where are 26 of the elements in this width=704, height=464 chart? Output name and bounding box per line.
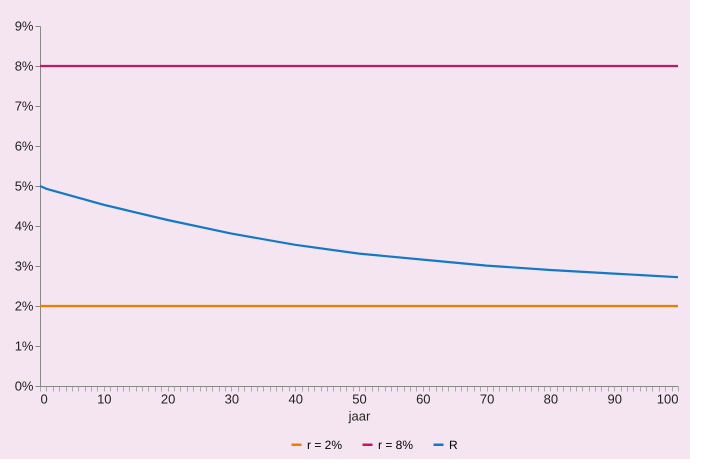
- x-tick-label: 50: [352, 392, 367, 406]
- x-tick-label: 90: [607, 392, 622, 406]
- y-tick-label: 1%: [14, 338, 34, 354]
- x-tick-label: 100: [656, 392, 678, 406]
- y-tick-label: 5%: [14, 178, 34, 194]
- y-tick-label: 7%: [14, 98, 34, 114]
- y-tick-label: 6%: [14, 138, 34, 154]
- x-tick-label: 30: [224, 392, 240, 406]
- x-tick-label: 0: [40, 392, 48, 406]
- legend-label: r = 8%: [378, 438, 414, 452]
- y-tick-label: 9%: [14, 18, 34, 34]
- y-tick-label: 2%: [14, 298, 34, 314]
- x-tick-label: 40: [288, 392, 303, 406]
- y-tick-label: 3%: [14, 258, 34, 274]
- x-tick-label: 70: [480, 392, 494, 406]
- x-axis-title: jaar: [348, 408, 372, 424]
- line-series: [38, 184, 680, 278]
- x-tick-label: 20: [160, 392, 176, 406]
- x-tick-label: 80: [544, 392, 558, 406]
- y-tick-label: 8%: [14, 58, 34, 74]
- x-tick-label: 60: [416, 392, 431, 406]
- y-tick-label: 4%: [14, 218, 34, 234]
- y-tick-label: 0%: [14, 378, 34, 394]
- legend-label: r = 2%: [307, 438, 342, 452]
- x-tick-label: 10: [97, 392, 112, 406]
- legend-label: R: [449, 438, 458, 452]
